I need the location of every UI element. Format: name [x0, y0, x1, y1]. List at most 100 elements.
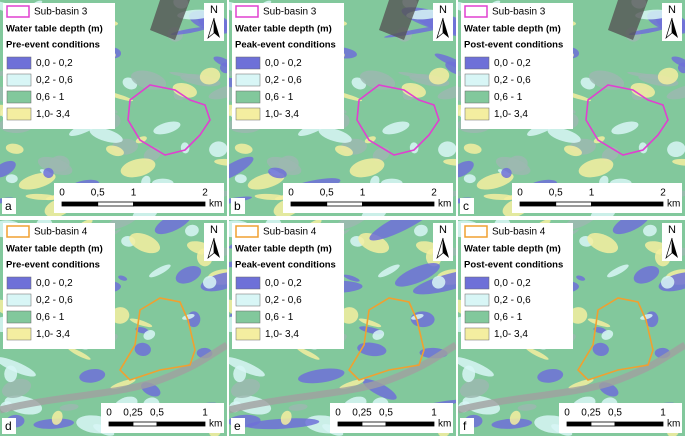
map-panel: Sub-basin 3 Water table depth (m) Peak-eve…: [229, 0, 456, 216]
subbasin-outline: [127, 84, 211, 156]
terrain-patch: [411, 313, 424, 320]
scale-tick-label: 0: [106, 408, 112, 419]
terrain-patch: [129, 318, 153, 328]
terrain-patch: [568, 307, 588, 324]
legend-outline-swatch: [235, 5, 259, 18]
legend-subbasin: Sub-basin 3: [34, 7, 88, 18]
scale-tick-label: 0,5: [379, 408, 393, 419]
scale-segment: [590, 421, 616, 427]
terrain-patch: [413, 269, 456, 295]
terrain-patch: [59, 404, 79, 411]
terrain-patch: [443, 158, 456, 166]
terrain-patch: [0, 357, 36, 377]
legend-class-label: 0,6 - 1: [265, 92, 294, 103]
terrain-patch: [343, 274, 360, 282]
scale-segment: [133, 201, 206, 207]
terrain-patch: [110, 307, 130, 324]
terrain-patch: [611, 121, 639, 135]
scale-segment: [97, 201, 134, 207]
legend-title: Water table depth (m): [235, 24, 332, 35]
legend-title: Water table depth (m): [6, 244, 103, 255]
scale-unit: km: [438, 199, 451, 210]
subbasin-outline: [118, 297, 196, 381]
terrain-patch: [438, 141, 456, 158]
terrain-patch: [106, 145, 124, 157]
legend-class-label: 1,0- 3,4: [265, 329, 299, 340]
terrain-patch: [458, 357, 494, 377]
legend-swatch: [6, 310, 32, 324]
legend-class-label: 0,2 - 0,6: [36, 295, 73, 306]
north-arrow-half: [665, 17, 673, 40]
scale-tick-label: 1: [202, 408, 208, 419]
scale-box: [559, 403, 682, 433]
legend-class-label: 1,0- 3,4: [36, 329, 70, 340]
legend-swatch: [6, 276, 32, 290]
terrain-patch: [359, 70, 396, 90]
legend-swatch: [6, 73, 32, 87]
scale-segment: [132, 421, 158, 427]
scale-tick-label: 2: [431, 188, 437, 199]
terrain-patch: [89, 127, 123, 143]
terrain-patch: [143, 330, 156, 340]
terrain-patch: [501, 167, 512, 178]
terrain-patch: [214, 158, 227, 166]
scale-segment: [614, 421, 664, 427]
terrain-patch: [458, 160, 474, 178]
terrain-patch: [182, 313, 195, 320]
terrain-patch: [199, 67, 221, 85]
terrain-patch: [661, 275, 675, 289]
terrain-patch: [43, 167, 54, 178]
scale-tick-label: 1: [589, 188, 595, 199]
north-arrow-half: [436, 237, 444, 260]
north-arrow-half: [665, 237, 673, 260]
legend-class-label: 0,0 - 0,2: [36, 58, 73, 69]
terrain-patch: [643, 224, 657, 237]
legend-swatch: [235, 276, 261, 290]
legend-class-label: 0,2 - 0,6: [265, 75, 302, 86]
legend-condition: Peak-event conditions: [235, 260, 336, 271]
terrain-patch: [5, 143, 24, 154]
legend-class-label: 0,6 - 1: [494, 92, 523, 103]
north-arrow: [443, 238, 449, 258]
scale-tick-label: 1: [131, 188, 137, 199]
legend-swatch: [235, 327, 261, 341]
scale-tick-label: 2: [660, 188, 666, 199]
legend-class-label: 0,2 - 0,6: [494, 295, 531, 306]
scale-box: [283, 183, 453, 213]
terrain-patch: [298, 368, 345, 384]
terrain-patch: [509, 410, 521, 425]
north-arrow: [672, 18, 678, 38]
north-label: N: [439, 4, 447, 16]
legend-swatch: [235, 310, 261, 324]
legend-swatch: [464, 276, 490, 290]
terrain-patch: [382, 121, 410, 135]
terrain-patch: [110, 378, 136, 390]
terrain-patch: [5, 174, 18, 184]
legend-swatch: [464, 293, 490, 307]
scale-tick-label: 1: [431, 408, 437, 419]
river: [458, 341, 685, 414]
terrain-patch: [432, 275, 446, 289]
terrain-patch: [203, 275, 217, 289]
legend-class-label: 0,6 - 1: [36, 92, 65, 103]
scale-unit: km: [667, 199, 680, 210]
legend-swatch: [464, 107, 490, 121]
north-arrow: [214, 238, 220, 258]
terrain-patch: [349, 158, 385, 178]
legend-class-label: 0,6 - 1: [265, 312, 294, 323]
terrain-patch: [1, 378, 32, 398]
scale-segment: [519, 201, 557, 207]
legend-swatch: [6, 56, 32, 70]
scale-segment: [290, 201, 328, 207]
scale-tick-label: 0: [335, 408, 341, 419]
terrain-patch: [414, 224, 428, 237]
terrain-patch: [593, 327, 607, 334]
scale-box: [54, 183, 224, 213]
legend-class-label: 1,0- 3,4: [494, 329, 528, 340]
scale-tick-label: 0,5: [91, 188, 105, 199]
legend-subbasin: Sub-basin 4: [34, 227, 88, 238]
legend-condition: Post-event conditions: [464, 260, 563, 271]
subbasin-outline: [347, 297, 425, 381]
terrain-patch: [568, 378, 594, 390]
terrain-patch: [640, 313, 653, 320]
